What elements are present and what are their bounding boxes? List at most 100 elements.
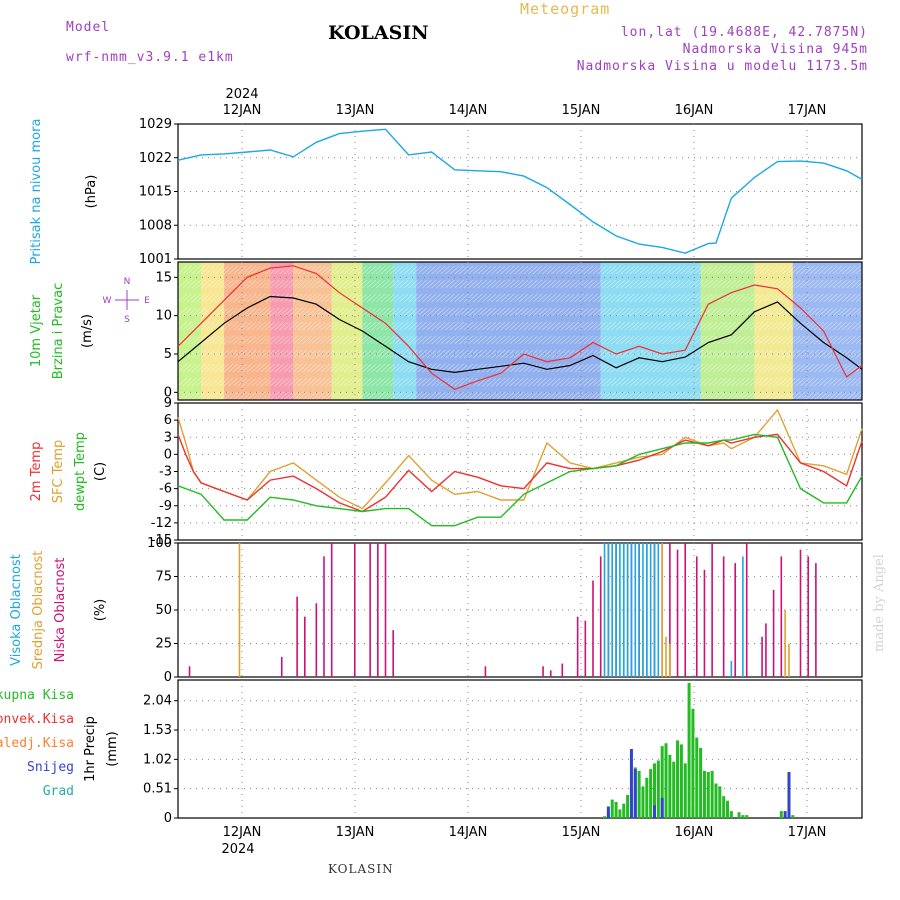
- bar-precip-1-2: [633, 769, 637, 818]
- panel-precip: 0 0.51 1.02 1.53 2.04 1hr Precip (mm) Ukupna Ki…: [0, 679, 863, 826]
- xtick-top-2: 14JAN: [449, 103, 488, 118]
- altitude-label: Nadmorska Visina 945m: [682, 42, 868, 57]
- ytick-temperature-2: -9: [159, 499, 172, 514]
- ytick-precip-1: 0.51: [143, 782, 172, 797]
- bar-clouds-0-18: [592, 580, 594, 677]
- ytick-precip-0: 0: [164, 811, 172, 826]
- bar-clouds-2-0: [603, 543, 606, 677]
- model-label: Model: [66, 20, 111, 35]
- xtick-bottom-2: 14JAN: [449, 825, 488, 840]
- footer-station: KOLASIN: [328, 862, 394, 876]
- ytick-wind-3: 15: [155, 270, 172, 285]
- ylabel-temperature-0: 2m Temp: [29, 442, 44, 502]
- bar-clouds-1-8: [788, 643, 790, 677]
- bar-precip-0-32: [726, 800, 730, 818]
- bar-precip-1-3: [652, 805, 656, 818]
- ylabel-pressure-1: (hPa): [84, 175, 99, 209]
- ylabel-temperature-2: dewpt Temp: [73, 432, 88, 511]
- ylabel-clouds-0: Visoka Oblacnost: [9, 554, 24, 666]
- bar-clouds-2-13: [653, 543, 656, 677]
- bar-precip-0-27: [706, 772, 710, 818]
- ytick-clouds-2: 50: [155, 603, 172, 618]
- xtick-top-0: 12JAN: [223, 103, 262, 118]
- bar-clouds-0-12: [484, 666, 487, 677]
- bar-clouds-0-33: [711, 543, 713, 677]
- bar-precip-0-14: [656, 760, 660, 818]
- model-version: wrf-nmm_v3.9.1 e1km: [66, 50, 234, 65]
- bar-clouds-0-5: [323, 556, 325, 677]
- bar-clouds-2-12: [649, 543, 652, 677]
- lonlat-label: lon,lat (19.4688E, 42.7875N): [620, 25, 868, 40]
- panel-wind: 0 5 10 15 10m Vjetar Brzina i Pravac (m/s) N W E S: [29, 261, 870, 401]
- bar-clouds-0-30: [684, 543, 687, 677]
- xtick-bottom-0: 12JAN: [223, 825, 262, 840]
- xtick-top-1: 13JAN: [336, 103, 375, 118]
- ytick-wind-0: 0: [164, 385, 172, 400]
- bar-clouds-0-9: [377, 543, 379, 677]
- ylabel-clouds-3: (%): [93, 599, 108, 622]
- wind-legend-n: N: [124, 277, 131, 287]
- bar-clouds-0-32: [703, 569, 706, 677]
- bar-precip-0-10: [641, 786, 645, 818]
- bar-precip-0-22: [687, 682, 691, 818]
- bar-precip-0-31: [722, 796, 726, 818]
- bar-clouds-2-10: [642, 543, 644, 677]
- precip-legend-3: Snijeg: [27, 760, 74, 775]
- xtick-top-4: 16JAN: [675, 103, 714, 118]
- precip-legend-0: Ukupna Kisa: [0, 688, 74, 703]
- ytick-pressure-4: 1029: [139, 117, 172, 132]
- bar-precip-0-9: [637, 770, 641, 818]
- series-temperature-2: [177, 433, 863, 527]
- xtick-bottom-5: 17JAN: [788, 825, 827, 840]
- wind-band-11: [754, 262, 793, 400]
- ytick-temperature-6: 3: [164, 430, 172, 445]
- bar-clouds-0-15: [561, 663, 564, 677]
- panel-frame-wind: [177, 261, 863, 401]
- bar-clouds-0-1: [280, 656, 283, 677]
- bar-precip-1-5: [783, 811, 787, 818]
- bar-precip-0-35: [741, 815, 745, 818]
- panel-temperature: -15 -12 -9 -6 -3 0 3 6 9 2m Temp SFC Temp dewpt Tem…: [29, 396, 863, 548]
- bar-precip-0-34: [737, 812, 741, 818]
- bar-precip-1-4: [660, 797, 664, 818]
- bar-clouds-0-42: [807, 556, 810, 677]
- bar-clouds-0-37: [761, 636, 763, 677]
- bar-clouds-0-3: [304, 616, 306, 677]
- series-temperature-1: [177, 433, 863, 513]
- series-temperature-0: [177, 408, 863, 510]
- bar-precip-0-13: [652, 763, 656, 818]
- bar-clouds-0-17: [584, 620, 587, 677]
- ytick-temperature-0: -15: [151, 533, 172, 548]
- bar-precip-0-2: [610, 799, 614, 818]
- bar-precip-1-0: [606, 806, 610, 818]
- ytick-pressure-3: 1022: [139, 151, 172, 166]
- bar-clouds-0-8: [369, 543, 371, 677]
- bar-precip-0-21: [683, 763, 687, 818]
- ytick-precip-2: 1.02: [143, 752, 172, 767]
- ytick-clouds-1: 25: [155, 637, 172, 652]
- wind-band-4: [293, 262, 332, 400]
- bar-precip-0-37: [779, 811, 783, 818]
- bar-clouds-0-41: [799, 549, 802, 677]
- ylabel-pressure-0: Pritisak na nivou mora: [29, 119, 44, 265]
- bar-clouds-0-43: [815, 563, 817, 677]
- wind-band-12: [792, 262, 862, 400]
- ytick-clouds-3: 75: [155, 570, 172, 585]
- bar-clouds-0-35: [734, 563, 736, 677]
- bar-precip-0-6: [626, 795, 630, 818]
- ytick-clouds-0: 0: [164, 670, 172, 685]
- ytick-temperature-7: 6: [164, 413, 172, 428]
- bar-precip-1-1: [629, 749, 633, 818]
- series-wind-0: [177, 295, 863, 374]
- bar-clouds-2-15: [730, 660, 733, 677]
- ylabel-wind-2: (m/s): [80, 314, 95, 348]
- bar-precip-0-4: [618, 809, 622, 818]
- bar-precip-0-0: [603, 816, 607, 818]
- year-top: 2024: [225, 87, 258, 102]
- xtick-top-3: 15JAN: [562, 103, 601, 118]
- panel-clouds: 0 25 50 75 100 Visoka Oblacnost Srednja Oblacn…: [9, 536, 863, 685]
- xtick-bottom-4: 16JAN: [675, 825, 714, 840]
- ytick-pressure-2: 1015: [139, 185, 172, 200]
- ytick-temperature-3: -6: [159, 482, 172, 497]
- wind-band-6: [362, 262, 394, 400]
